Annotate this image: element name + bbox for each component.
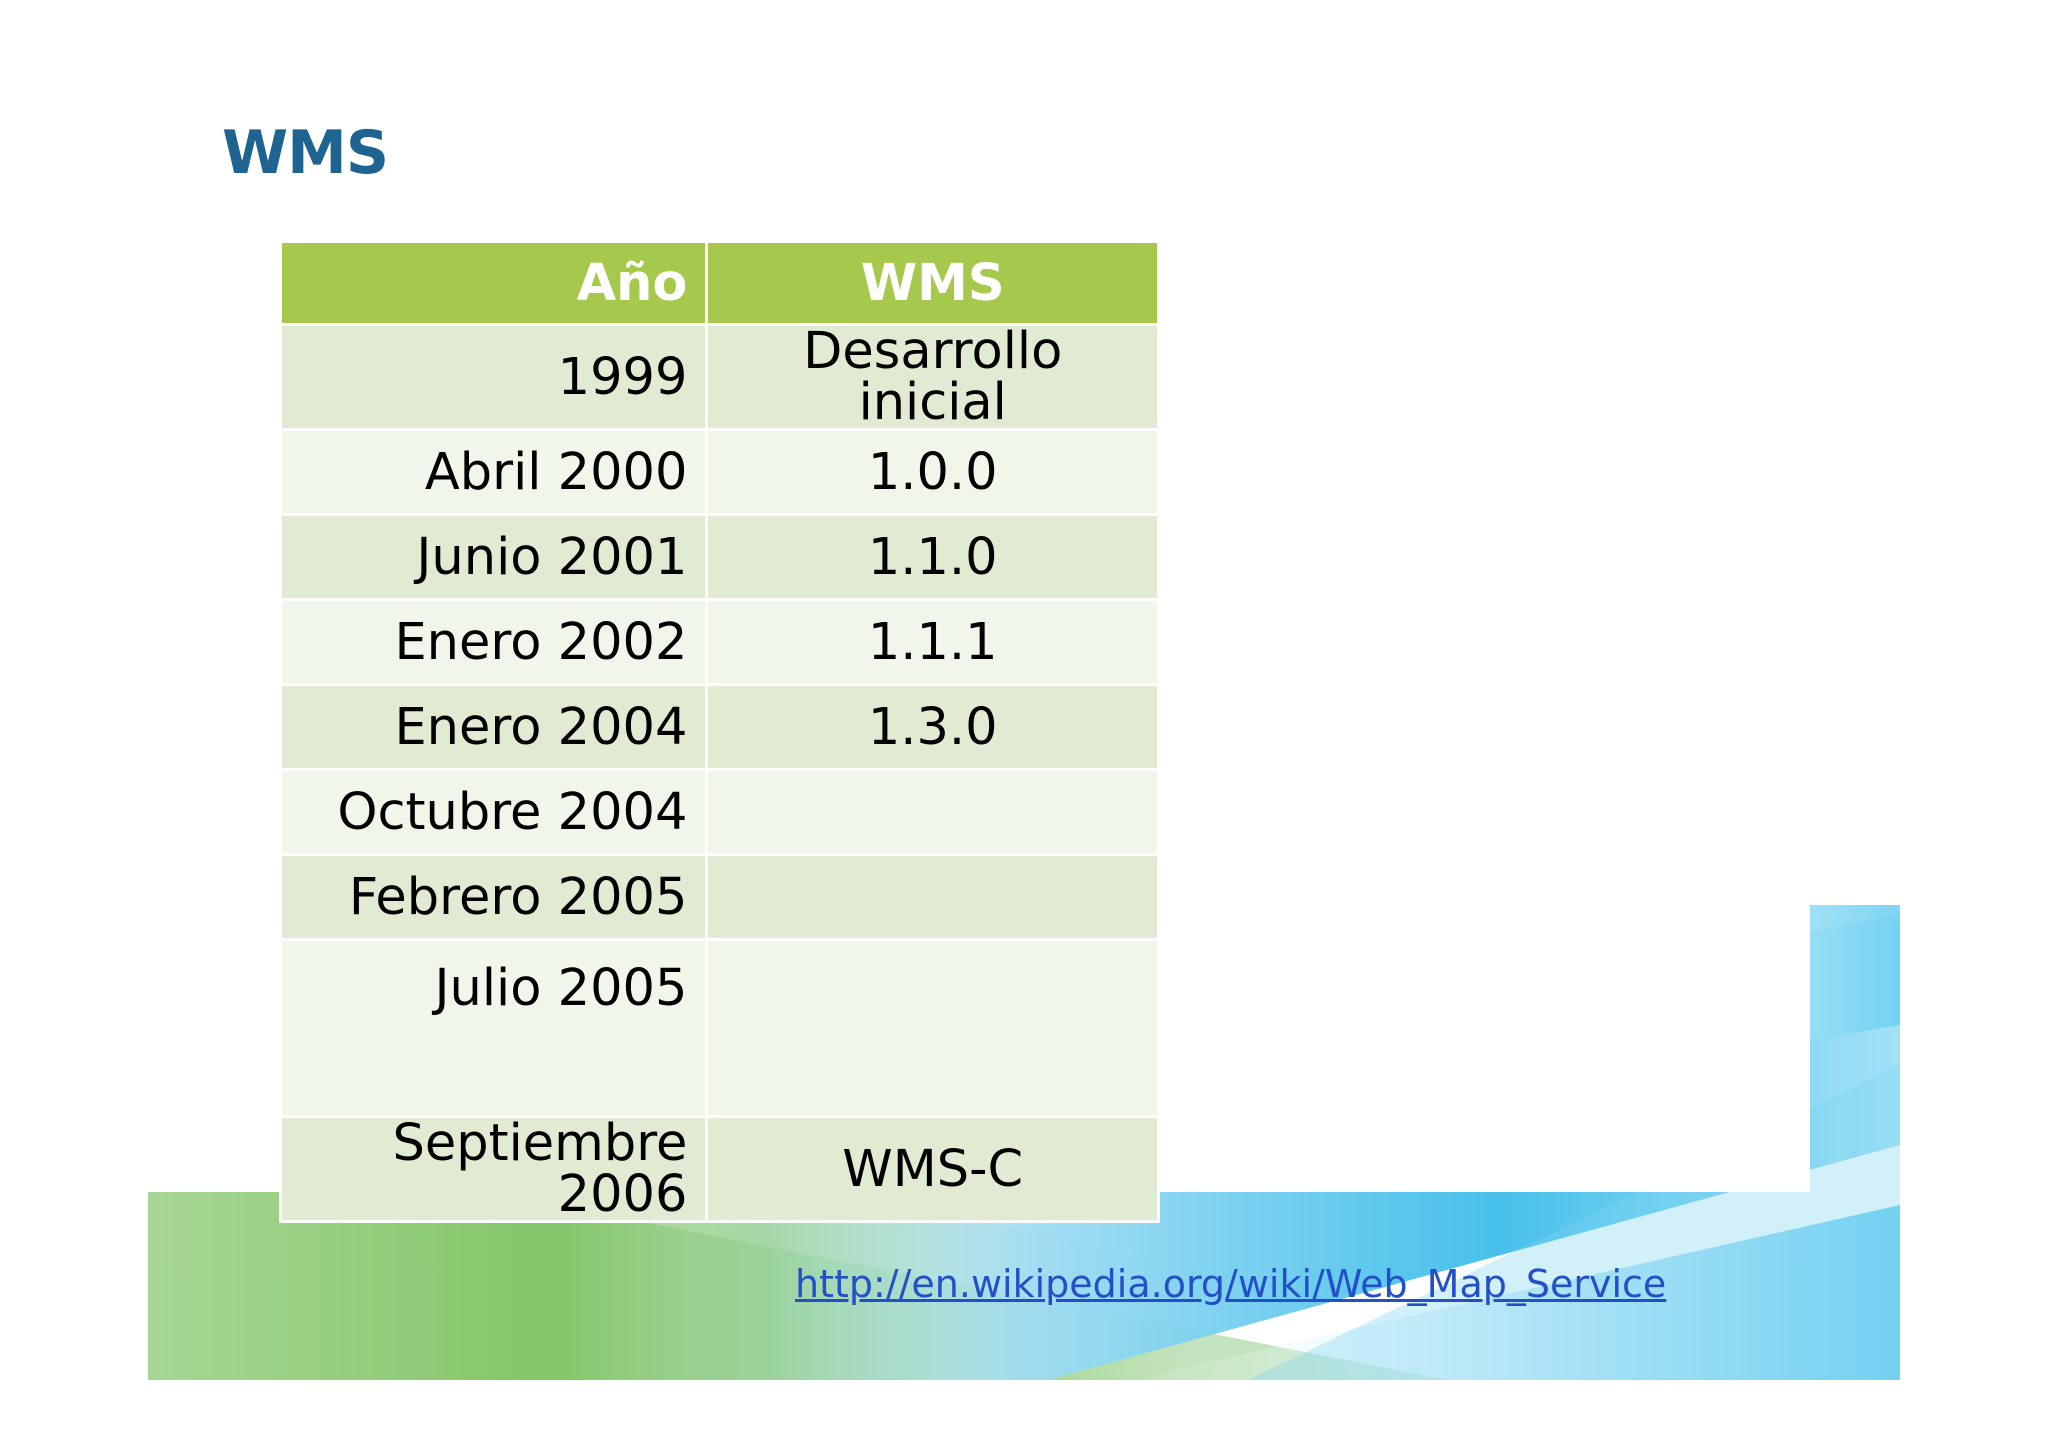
table-header-row: Año WMS <box>278 240 1160 326</box>
table-row: 1999 Desarrollo inicial <box>278 323 1160 431</box>
cell-wms: 1.0.0 <box>705 428 1160 516</box>
cell-wms <box>705 938 1160 1118</box>
table-row: Septiembre 2006 WMS-C <box>278 1115 1160 1223</box>
cell-wms: 1.3.0 <box>705 683 1160 771</box>
cell-wms <box>705 768 1160 856</box>
table-row: Abril 2000 1.0.0 <box>278 428 1160 516</box>
table-row: Julio 2005 <box>278 938 1160 1118</box>
cell-year: Enero 2002 <box>278 598 709 686</box>
table-row: Octubre 2004 <box>278 768 1160 856</box>
cell-year: Enero 2004 <box>278 683 709 771</box>
cell-year: Octubre 2004 <box>278 768 709 856</box>
cell-year: Abril 2000 <box>278 428 709 516</box>
table-row: Enero 2004 1.3.0 <box>278 683 1160 771</box>
cell-year: Febrero 2005 <box>278 853 709 941</box>
cell-wms: 1.1.1 <box>705 598 1160 686</box>
cell-wms: WMS-C <box>705 1115 1160 1223</box>
table-row: Junio 2001 1.1.0 <box>278 513 1160 601</box>
header-wms: WMS <box>705 240 1160 326</box>
cell-wms: 1.1.0 <box>705 513 1160 601</box>
cell-wms: Desarrollo inicial <box>705 323 1160 431</box>
slide-title: WMS <box>222 118 389 188</box>
cell-year: Septiembre 2006 <box>278 1115 709 1223</box>
header-year: Año <box>278 240 709 326</box>
cell-year: Junio 2001 <box>278 513 709 601</box>
cell-wms <box>705 853 1160 941</box>
source-link[interactable]: http://en.wikipedia.org/wiki/Web_Map_Ser… <box>795 1262 1667 1306</box>
table-row: Enero 2002 1.1.1 <box>278 598 1160 686</box>
cell-year: 1999 <box>278 323 709 431</box>
wms-versions-table: Año WMS 1999 Desarrollo inicial Abril 20… <box>278 240 1160 1223</box>
cell-year: Julio 2005 <box>278 938 709 1118</box>
table-row: Febrero 2005 <box>278 853 1160 941</box>
